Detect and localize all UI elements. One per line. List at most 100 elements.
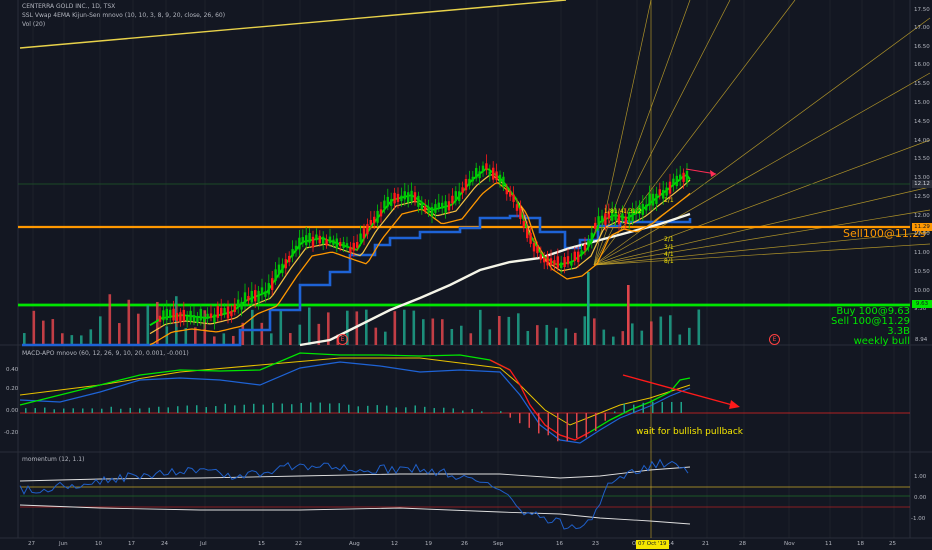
candle-body [362,228,366,239]
volume-bar [108,294,112,345]
time-label-6: 15 [258,541,265,547]
gann-label-1-3: 1/3 [623,208,633,215]
candle-body [522,220,525,228]
volume-bar [659,316,663,345]
candle-body [383,200,386,209]
price-bottom-tick: 8.94 [915,337,928,343]
volume-bar [555,327,558,345]
candle-body [308,233,311,243]
macd-histogram-bar [547,413,549,436]
macd-histogram-bar [72,408,74,413]
volume-title: Vol (20) [22,21,46,28]
macd-histogram-bar [595,413,597,432]
volume-bar [412,310,416,345]
candle-body [624,216,627,224]
candle-body [209,313,213,318]
candle-body [226,306,230,319]
macd-histogram-bar [186,405,188,413]
price-tick-13: 11.00 [914,250,930,256]
volume-bar [70,335,74,345]
momentum-pane [19,458,691,530]
macd-histogram-bar [348,404,350,413]
volume-bar [118,323,121,345]
price-tick-2: 16.50 [914,44,930,50]
price-tick-1: 17.00 [914,25,930,31]
volume-bar [279,309,283,345]
gann-ray-5 [593,72,931,266]
volume-bar [498,315,501,345]
volume-bar [469,333,473,345]
volume-bar [260,322,264,345]
level-lower-tag: 9.63 [912,300,932,308]
time-label-9: 12 [391,541,398,547]
macd-tick-3: -0.20 [4,430,19,436]
macd-histogram-bar [44,407,46,413]
macd-histogram-bar [158,406,160,413]
candle-body [169,309,172,318]
volume-bars [23,272,701,345]
candle-body [614,209,617,220]
candle-body [607,211,610,219]
macd-histogram-bar [386,405,388,413]
time-label-7: 22 [295,541,302,547]
macd-histogram-bar [528,413,530,428]
gann-label-8-1: 8/1 [664,258,674,265]
volume-bar [355,311,359,345]
volume-bar [80,335,83,345]
candle-body [519,208,522,220]
time-label-20: 11 [825,541,832,547]
candle-body [420,201,423,210]
candle-body [264,291,267,297]
volume-bar [317,323,321,345]
price-arrow-head [710,170,716,177]
candle-body [175,312,179,321]
volume-bar [583,316,587,345]
time-label-14: 23 [592,541,599,547]
candle-body [536,246,539,254]
earnings-event-marker-2[interactable]: E [769,334,780,345]
ema-slow-line [149,182,691,346]
volume-bar [384,331,387,345]
gann-ray-1 [593,0,691,266]
candle-body [577,251,580,263]
price-tick-4: 15.50 [914,81,930,87]
volume-bar [308,307,311,345]
macd-histogram-bar [291,404,293,413]
candle-body [628,212,631,223]
candle-body [631,209,634,222]
gann-ray-6 [593,139,931,266]
candle-body [553,260,556,266]
time-highlight: 07 Oct '19 [636,540,669,549]
grid [32,0,895,538]
volume-bar [479,309,482,345]
macd-histogram-bar [395,407,397,413]
time-label-4: 24 [161,541,168,547]
gann-label-3-1: 3/1 [664,244,674,251]
candle-body [587,240,590,248]
candle-body [223,308,226,314]
candle-body [672,178,675,185]
macd-line-bull [19,352,511,406]
candle-body [590,232,593,242]
volume-bar [545,324,549,345]
volume-bar [61,333,64,345]
candle-body [288,255,291,263]
macd-histogram-bar [234,405,236,413]
candle-body [277,264,281,274]
candle-body [444,201,447,213]
price-tick-8: 13.50 [914,156,930,162]
candle-body [447,201,451,211]
macd-histogram-bar [471,409,473,413]
macd-histogram-bar [452,408,454,413]
volume-bar [602,329,606,345]
time-label-5: Jul [200,541,207,547]
price-tick-0: 17.50 [914,7,930,13]
gann-ray-4 [593,17,931,266]
volume-spike [587,272,590,345]
candle-body [502,176,505,187]
candle-body [580,250,583,256]
macd-histogram-bar [623,403,625,413]
earnings-event-marker[interactable]: E [337,334,348,345]
macd-histogram-bar [357,406,359,413]
macd-histogram-bar [25,408,27,413]
